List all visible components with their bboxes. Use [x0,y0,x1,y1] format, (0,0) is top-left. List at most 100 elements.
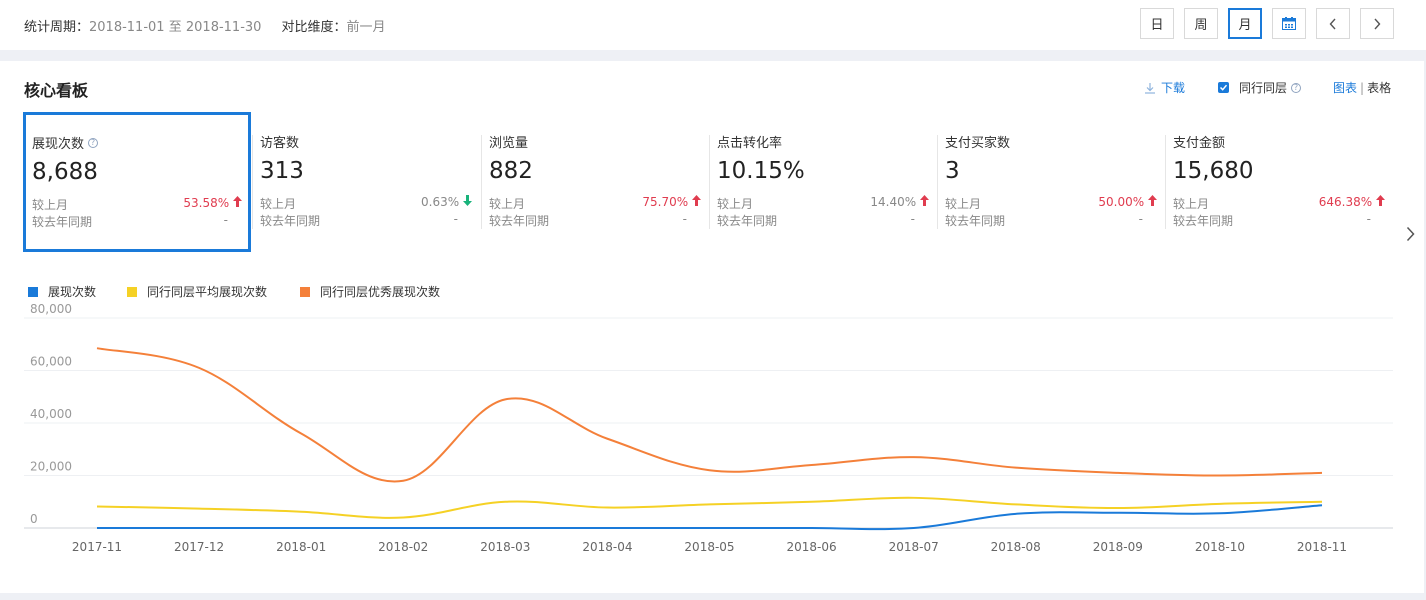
series-line-peer-average [96,496,1323,519]
metric-value: 10.15% [717,158,805,184]
metric-card-buyers[interactable]: 支付买家数 3 较上月 50.00% 较去年同期 - [937,112,1165,252]
metric-card-payment-amount[interactable]: 支付金额 15,680 较上月 646.38% 较去年同期 - [1165,112,1393,252]
day-button[interactable]: 日 [1140,8,1174,39]
month-button[interactable]: 月 [1228,8,1262,39]
arrow-down-icon [463,195,472,206]
y-tick-label: 80,000 [30,302,72,316]
compare-value: 前一月 [346,20,386,35]
y-tick-label: 60,000 [30,355,72,369]
metric-card-pageviews[interactable]: 浏览量 882 较上月 75.70% 较去年同期 - [481,112,709,252]
x-tick-label: 2017-12 [174,540,224,554]
compare-year-label: 较去年同期 [1173,214,1234,228]
chevron-right-icon [1406,226,1415,242]
x-tick-label: 2018-09 [1093,540,1143,554]
impressions-line-chart: 80,000 60,000 40,000 20,000 0 2017-11 2017-12 2… [24,302,1393,554]
peer-checkbox[interactable] [1218,82,1229,93]
arrow-up-icon [1376,195,1385,206]
compare-month-value: 646.38% [1319,195,1385,212]
compare-month-value: 0.63% [421,195,472,212]
x-tick-label: 2018-05 [684,540,734,554]
chevron-right-icon [1374,18,1381,29]
period-end: 2018-11-30 [185,20,262,35]
y-tick-label: 20,000 [30,460,72,474]
arrow-up-icon [1148,195,1157,206]
compare-month-label: 较上月 [260,197,297,211]
legend-label: 展现次数 [48,285,97,299]
compare-year-label: 较去年同期 [260,214,321,228]
metric-label: 支付金额 [1173,136,1226,151]
compare-year-value: - [1366,212,1371,226]
metric-value: 8,688 [32,159,98,185]
x-tick-label: 2018-07 [889,540,939,554]
legend-swatch [28,286,38,297]
x-tick-label: 2018-01 [276,540,326,554]
metric-value: 3 [945,158,960,184]
metric-label: 访客数 [260,136,300,151]
legend-item-impressions[interactable]: 展现次数 [28,283,96,300]
help-icon[interactable]: ? [88,137,99,148]
metric-value: 313 [260,158,304,184]
compare-year-label: 较去年同期 [489,214,550,228]
compare-year-value: - [453,212,458,226]
calendar-icon [1282,17,1296,30]
x-tick-label: 2017-11 [72,540,122,554]
table-view-tab[interactable]: 表格 [1367,81,1392,95]
legend-item-peer-average[interactable]: 同行同层平均展现次数 [127,283,267,300]
compare-year-label: 较去年同期 [945,214,1006,228]
download-label: 下载 [1161,81,1186,95]
peer-label: 同行同层 [1239,81,1288,95]
compare-year-value: - [1138,212,1143,226]
legend-item-peer-excellent[interactable]: 同行同层优秀展现次数 [300,283,440,300]
compare-month-value: 14.40% [870,195,929,212]
period-info: 统计周期：2018-11-01 至 2018-11-30 对比维度：前一月 [24,16,385,35]
metric-label: 点击转化率 [717,136,783,151]
metric-card-impressions[interactable]: 展现次数? 8,688 较上月 53.58% 较去年同期 - [23,112,251,252]
compare-month-value: 75.70% [642,195,701,212]
metric-card-visitors[interactable]: 访客数 313 较上月 0.63% 较去年同期 - [252,112,480,252]
calendar-button[interactable] [1272,8,1306,39]
arrow-up-icon [920,195,929,206]
compare-year-value: - [223,213,228,227]
compare-month-label: 较上月 [945,197,982,211]
chevron-left-icon [1329,18,1336,29]
x-tick-label: 2018-06 [787,540,837,554]
download-link[interactable]: 下载 [1144,79,1185,96]
series-line-impressions [96,504,1323,531]
x-tick-label: 2018-10 [1195,540,1245,554]
compare-label: 对比维度： [281,20,347,35]
metric-label: 支付买家数 [945,136,1011,151]
view-separator: | [1360,80,1365,95]
x-tick-label: 2018-03 [480,540,530,554]
help-icon[interactable]: ? [1291,82,1302,93]
compare-year-value: - [682,212,687,226]
x-tick-label: 2018-11 [1297,540,1347,554]
metric-value: 15,680 [1173,158,1254,184]
compare-month-value: 53.58% [183,196,242,213]
compare-month-label: 较上月 [489,197,526,211]
compare-year-value: - [910,212,915,226]
previous-period-button[interactable] [1316,8,1350,39]
metric-card-conversion-rate[interactable]: 点击转化率 10.15% 较上月 14.40% 较去年同期 - [709,112,937,252]
arrow-up-icon [233,196,242,207]
metric-label: 展现次数 [32,137,85,152]
period-label: 统计周期： [24,20,90,35]
peer-toggle[interactable]: 同行同层 ? [1218,79,1302,96]
view-switch: 图表 | 表格 [1333,79,1391,96]
metric-value: 882 [489,158,533,184]
week-button[interactable]: 周 [1184,8,1218,39]
series-line-peer-excellent [96,347,1323,483]
period-separator: 至 [168,20,182,35]
legend-swatch [300,286,310,297]
compare-month-label: 较上月 [1173,197,1210,211]
compare-month-label: 较上月 [717,197,754,211]
next-period-button[interactable] [1360,8,1394,39]
metric-label: 浏览量 [489,136,529,151]
x-tick-label: 2018-04 [582,540,632,554]
compare-year-label: 较去年同期 [32,215,93,229]
chart-view-tab[interactable]: 图表 [1333,81,1358,95]
y-tick-label: 40,000 [30,407,72,421]
y-tick-label: 0 [30,512,38,526]
x-tick-label: 2018-08 [991,540,1041,554]
next-metrics-button[interactable] [1402,223,1418,245]
legend-label: 同行同层平均展现次数 [147,285,268,299]
